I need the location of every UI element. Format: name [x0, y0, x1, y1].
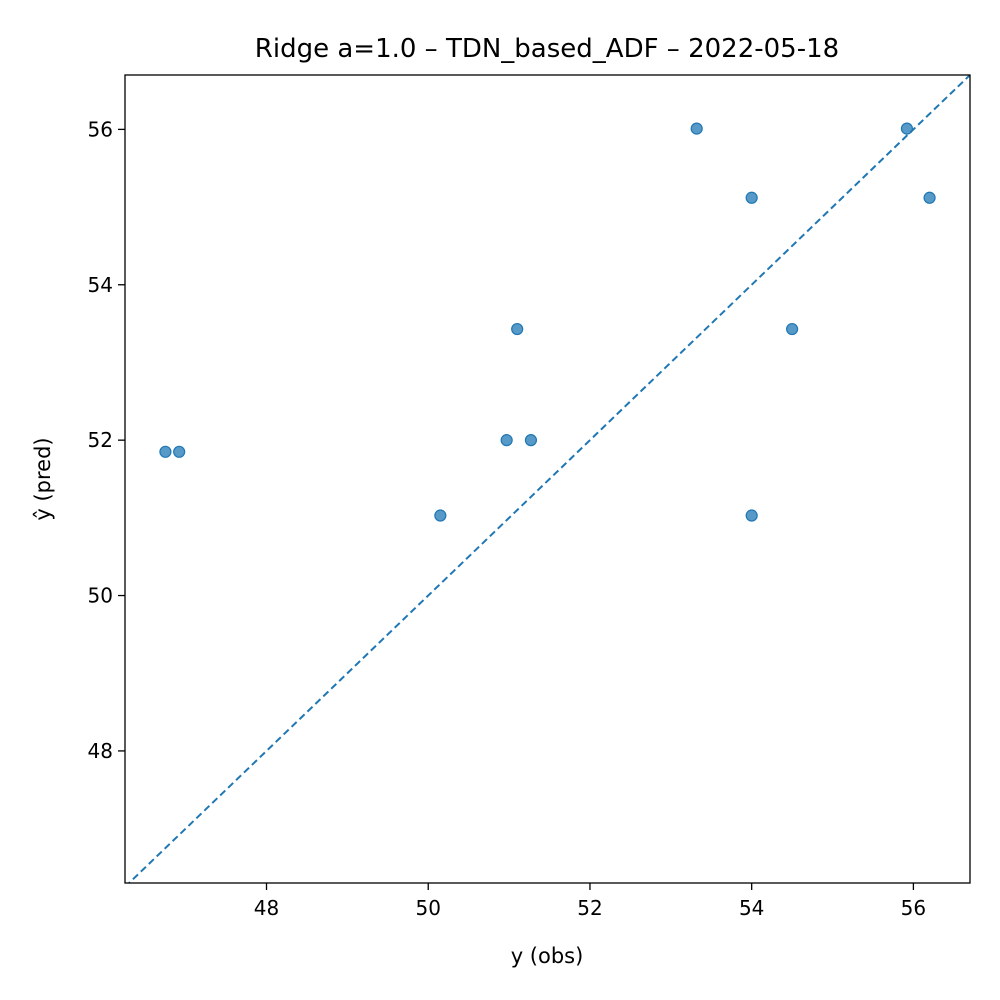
y-tick-label: 48: [88, 739, 113, 763]
y-tick-label: 56: [88, 117, 113, 141]
data-point: [923, 191, 936, 204]
y-tick-label: 54: [88, 273, 113, 297]
data-point: [511, 322, 524, 336]
data-point: [786, 322, 799, 336]
x-tick-label: 52: [577, 896, 602, 920]
plot-frame: [124, 74, 971, 884]
y-axis: 48 50 52 54 56: [88, 117, 125, 763]
x-tick-label: 50: [416, 896, 441, 920]
plot-area: [127, 75, 970, 883]
data-point: [745, 191, 758, 204]
y-axis-label: ŷ (pred): [31, 437, 55, 520]
data-point: [173, 445, 186, 458]
x-tick-label: 48: [254, 896, 279, 920]
data-point: [434, 509, 447, 522]
y-tick-label: 50: [88, 584, 113, 608]
reference-line: [127, 75, 970, 883]
x-tick-label: 54: [739, 896, 764, 920]
x-axis: 48 50 52 54 56: [254, 883, 926, 920]
y-tick-label: 52: [88, 428, 113, 452]
chart-title: Ridge a=1.0 – TDN_based_ADF – 2022-05-18: [255, 34, 839, 64]
data-point: [690, 122, 703, 135]
x-tick-label: 56: [901, 896, 926, 920]
data-point: [500, 434, 513, 447]
data-point: [900, 122, 914, 135]
data-point: [524, 434, 538, 447]
x-axis-label: y (obs): [511, 944, 584, 968]
data-point: [745, 509, 758, 522]
data-point: [159, 445, 172, 458]
